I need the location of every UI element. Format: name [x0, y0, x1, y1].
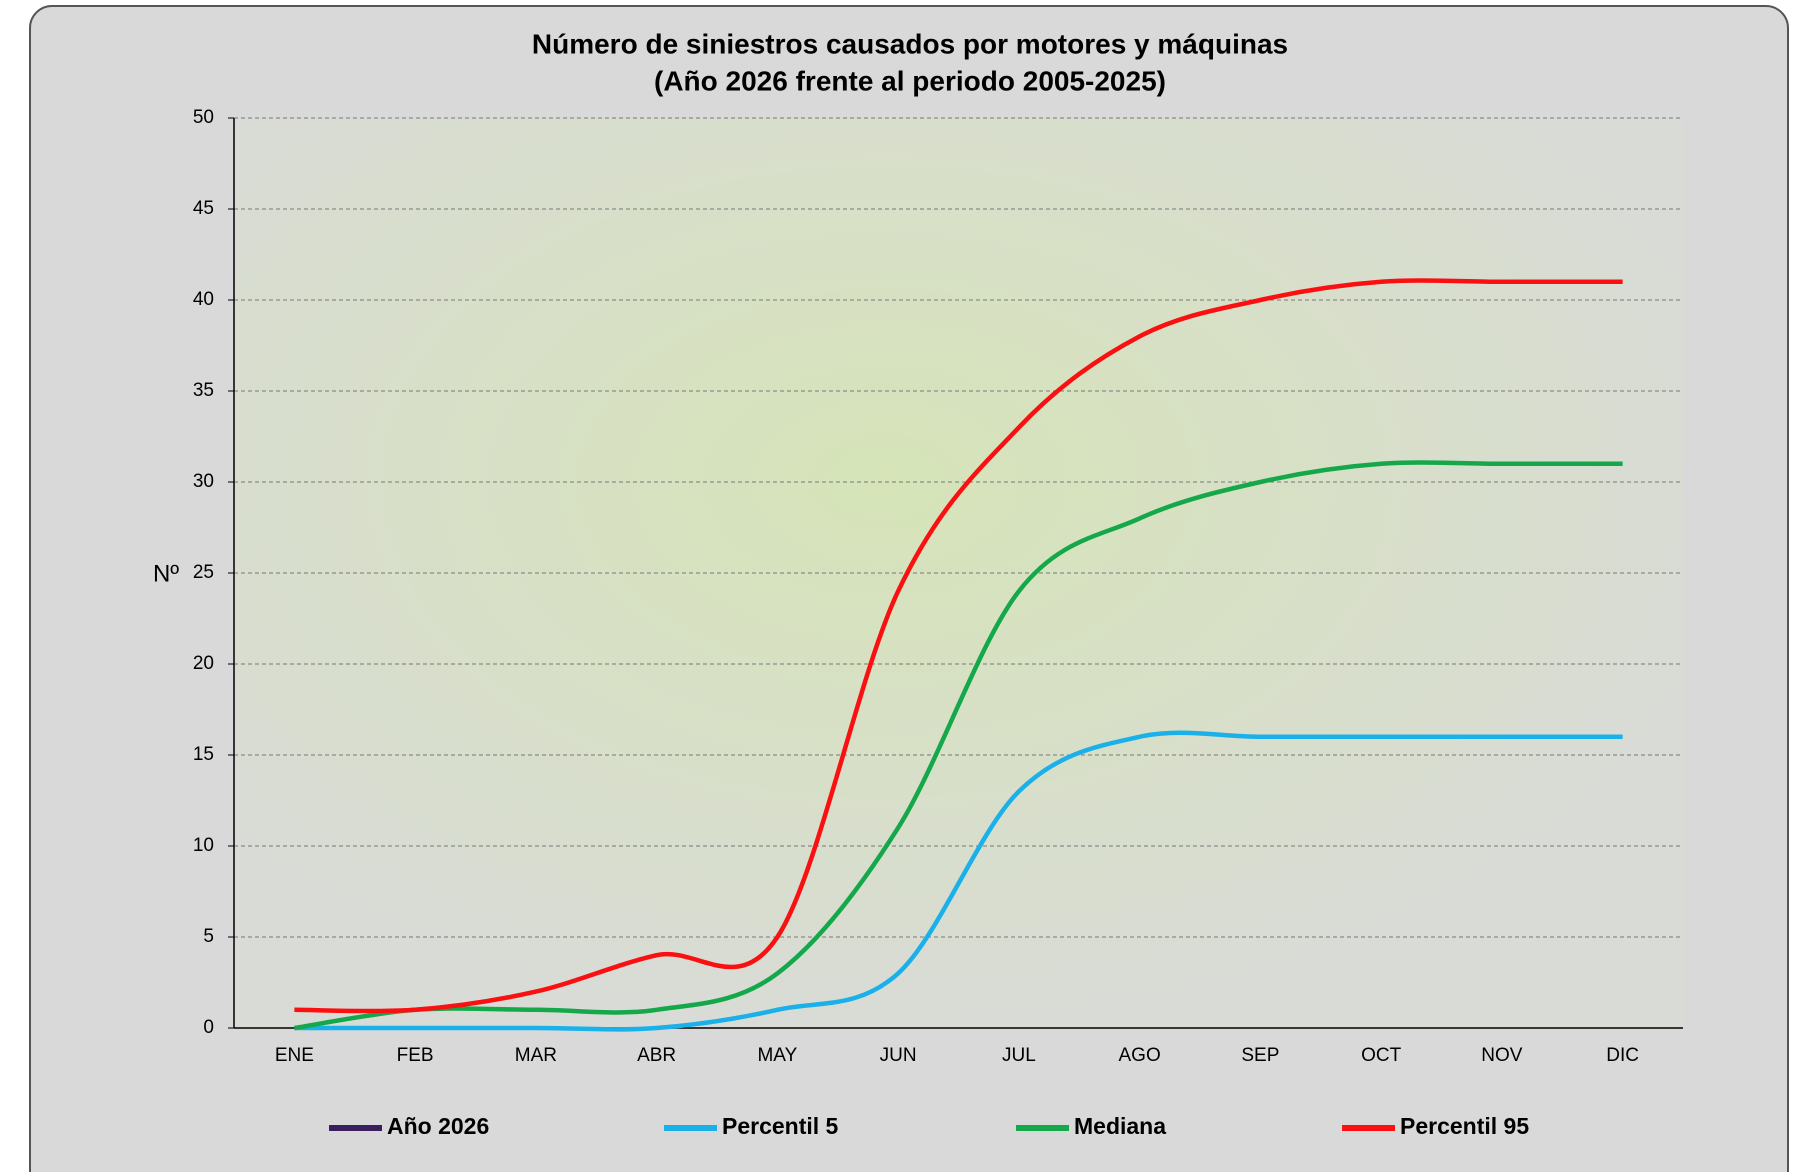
legend-label: Año 2026	[387, 1113, 489, 1139]
legend-label: Percentil 5	[722, 1113, 839, 1139]
x-tick-label: JUL	[1002, 1045, 1036, 1066]
x-tick-label: AGO	[1119, 1045, 1161, 1066]
y-tick-label: 40	[193, 289, 214, 310]
y-tick-label: 45	[193, 198, 214, 219]
y-tick-label: 35	[193, 380, 214, 401]
x-tick-label: MAR	[515, 1045, 557, 1066]
y-tick-label: 0	[203, 1017, 214, 1038]
y-tick-label: 20	[193, 653, 214, 674]
series-line	[294, 730, 1623, 1032]
y-tick-label: 10	[193, 835, 214, 856]
x-tick-label: DIC	[1606, 1045, 1639, 1066]
y-tick-label: 30	[193, 471, 214, 492]
x-tick-label: SEP	[1241, 1045, 1279, 1066]
chart-subtitle: (Año 2026 frente al periodo 2005-2025)	[654, 65, 1166, 96]
series-line	[294, 460, 1623, 1031]
x-tick-label: NOV	[1481, 1045, 1523, 1066]
y-axis-label: Nº	[153, 560, 179, 587]
y-tick-label: 25	[193, 562, 214, 583]
legend-label: Mediana	[1074, 1113, 1166, 1139]
x-tick-label: OCT	[1361, 1045, 1402, 1066]
x-tick-label: ABR	[637, 1045, 676, 1066]
chart-title: Número de siniestros causados por motore…	[532, 28, 1288, 59]
legend-label: Percentil 95	[1400, 1113, 1529, 1139]
x-tick-label: FEB	[397, 1045, 434, 1066]
y-tick-label: 15	[193, 744, 214, 765]
y-tick-label: 50	[193, 107, 214, 128]
y-tick-label: 5	[203, 926, 214, 947]
series-line	[294, 278, 1623, 1014]
x-tick-label: MAY	[757, 1045, 797, 1066]
x-tick-label: ENE	[275, 1045, 314, 1066]
x-tick-label: JUN	[880, 1045, 917, 1066]
